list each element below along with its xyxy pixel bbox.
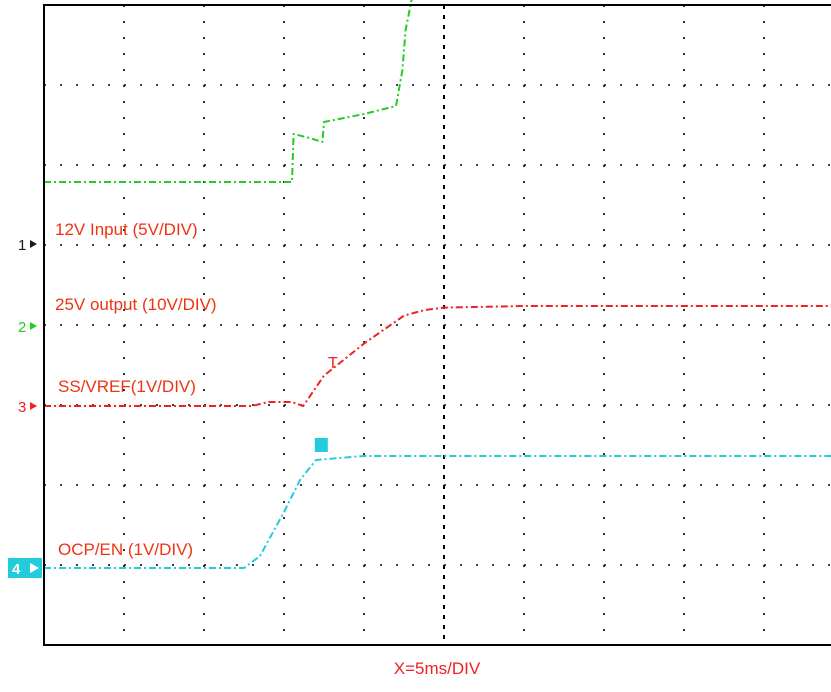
trace-line-3: [44, 305, 831, 407]
trigger-marker-3: T: [328, 355, 338, 372]
channel-arrow-4: [30, 563, 39, 573]
channel-marker-1: 1: [18, 237, 26, 254]
x-axis-label: X=5ms/DIV: [394, 659, 481, 678]
trigger-flag-4: [314, 438, 328, 452]
channel-arrow-2: [30, 322, 37, 330]
trace-line-2: [44, 0, 413, 183]
channel-arrow-1: [30, 240, 37, 248]
channel-markers: 1 2 3 4: [8, 237, 42, 578]
plot-frame: [43, 4, 831, 646]
channel-marker-2: 2: [18, 319, 26, 336]
channel-marker-3: 3: [18, 399, 26, 416]
channel-labels: 12V Input (5V/DIV) 25V output (10V/DIV) SS…: [55, 220, 217, 559]
trace-line-4: [44, 455, 831, 569]
channel-marker-4: 4: [12, 561, 21, 578]
scope-grid: [44, 5, 831, 645]
scope-traces: TT: [44, 0, 831, 569]
channel-marker-box-4: [8, 558, 42, 578]
channel-arrow-3: [30, 402, 37, 410]
channel-label-4: OCP/EN (1V/DIV): [58, 540, 193, 559]
channel-label-1: 12V Input (5V/DIV): [55, 220, 198, 239]
channel-label-3: SS/VREF(1V/DIV): [58, 377, 196, 396]
channel-label-2: 25V output (10V/DIV): [55, 295, 217, 314]
